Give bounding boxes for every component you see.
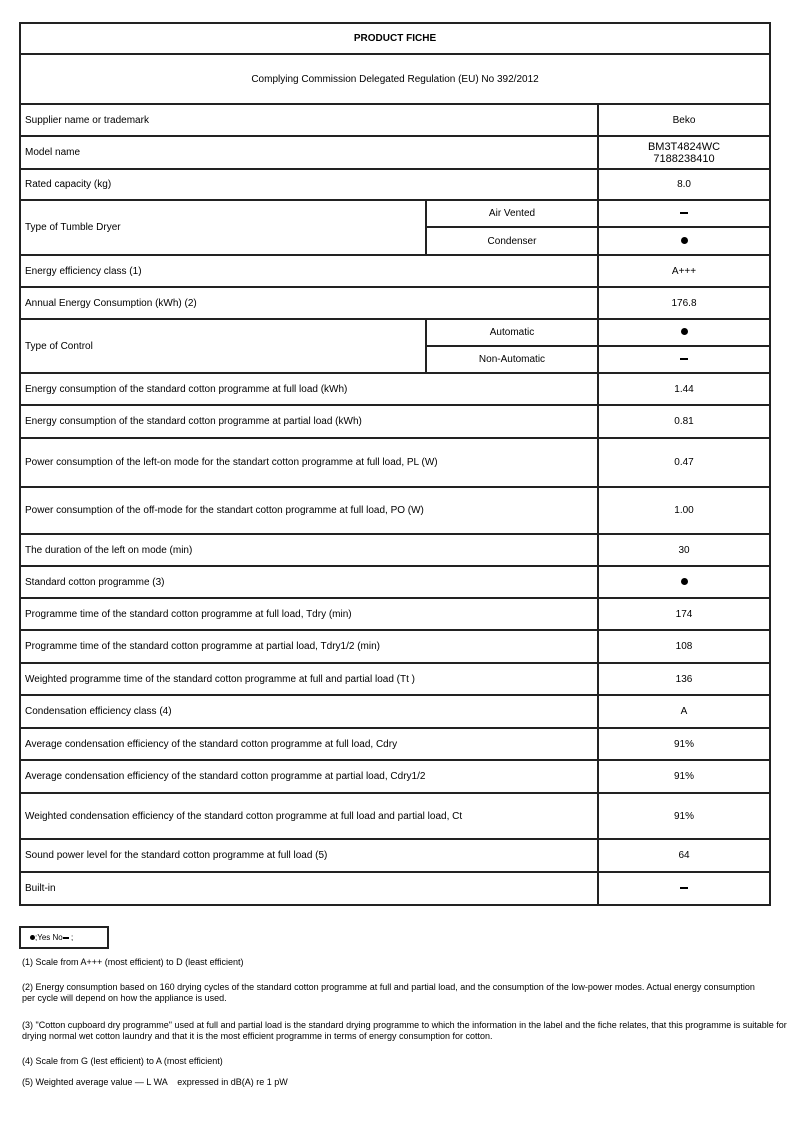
row-value: 91% [596, 727, 772, 761]
row-label: Supplier name or trademark [19, 103, 599, 137]
row-label: Power consumption of the off-mode for th… [19, 486, 599, 535]
option-label: Non-Automatic [425, 345, 599, 374]
table-row: Rated capacity (kg) 8.0 [19, 168, 772, 201]
table-row: Model name BM3T4824WC 7188238410 [19, 135, 772, 170]
page-subtitle: Complying Commission Delegated Regulatio… [18, 53, 772, 105]
table-row: Non-Automatic [20, 345, 772, 374]
model-name: BM3T4824WC [647, 140, 721, 153]
table-row: Programme time of the standard cotton pr… [19, 597, 772, 631]
table-row: Type of Tumble Dryer Air Vented [19, 199, 772, 256]
row-value: 176.8 [596, 286, 772, 320]
row-label: Model name [19, 135, 599, 170]
row-label: Built-in [19, 871, 599, 906]
legend-no: No [52, 933, 63, 942]
row-label: Programme time of the standard cotton pr… [19, 629, 599, 664]
table-row: Energy consumption of the standard cotto… [19, 372, 772, 406]
table-row: Energy consumption of the standard cotto… [19, 404, 772, 439]
footnote-2: (2) Energy consumption based on 160 dryi… [22, 982, 755, 1003]
row-value [596, 565, 772, 599]
row-label: Energy consumption of the standard cotto… [19, 404, 599, 439]
row-label: Annual Energy Consumption (kWh) (2) [19, 286, 599, 320]
footnote-4: (4) Scale from G (lest efficient) to A (… [22, 1056, 223, 1066]
footnote-1: (1) Scale from A+++ (most efficient) to … [22, 957, 244, 967]
row-value: 136 [596, 662, 772, 696]
table-row: The duration of the left on mode (min) 30 [19, 533, 772, 567]
table-row: Power consumption of the off-mode for th… [19, 486, 772, 535]
table-row: Average condensation efficiency of the s… [19, 759, 772, 794]
row-value [596, 226, 772, 256]
page-title: PRODUCT FICHE [18, 22, 772, 55]
legend-yes: ;Yes [35, 933, 51, 942]
table-row: Average condensation efficiency of the s… [19, 727, 772, 761]
table-row: Condensation efficiency class (4) A [19, 694, 772, 729]
footnote-5: (5) Weighted average value — L WA expres… [22, 1077, 288, 1087]
table-row: Programme time of the standard cotton pr… [19, 629, 772, 664]
no-dash-icon [680, 212, 689, 215]
row-value [596, 318, 772, 347]
row-value: BM3T4824WC 7188238410 [596, 135, 772, 170]
yes-dot-icon [680, 236, 688, 244]
row-label: The duration of the left on mode (min) [19, 533, 599, 567]
row-label: Energy consumption of the standard cotto… [19, 372, 599, 406]
row-value [596, 871, 772, 906]
table-row: Built-in [19, 871, 772, 906]
row-label: Type of Tumble Dryer [19, 199, 427, 256]
row-value: A [596, 694, 772, 729]
table-row: Type of Control Automatic [19, 318, 772, 374]
row-label: Energy efficiency class (1) [19, 254, 599, 288]
row-value: 108 [596, 629, 772, 664]
row-label: Rated capacity (kg) [19, 168, 599, 201]
yes-dot-icon [680, 577, 688, 585]
table-row: Weighted programme time of the standard … [19, 662, 772, 696]
table-row: Standard cotton programme (3) [19, 565, 772, 599]
no-dash-icon [680, 887, 689, 890]
row-value: A+++ [596, 254, 772, 288]
row-label: Average condensation efficiency of the s… [19, 759, 599, 794]
row-value: 91% [596, 759, 772, 794]
row-label: Condensation efficiency class (4) [19, 694, 599, 729]
table-row: Supplier name or trademark Beko [19, 103, 772, 137]
option-label: Condenser [425, 226, 599, 256]
yes-dot-icon [680, 328, 688, 335]
legend-end: ; [70, 933, 74, 942]
no-dash-icon [680, 358, 689, 361]
row-value: 174 [596, 597, 772, 631]
table-row: Energy efficiency class (1) A+++ [19, 254, 772, 288]
row-value: 0.47 [596, 437, 772, 488]
row-label: Standard cotton programme (3) [19, 565, 599, 599]
product-fiche-table: PRODUCT FICHE Complying Commission Deleg… [18, 22, 772, 906]
row-value: Beko [596, 103, 772, 137]
legend-box: ;Yes No ; [19, 926, 109, 949]
option-label: Automatic [425, 318, 599, 347]
row-label: Power consumption of the left-on mode fo… [19, 437, 599, 488]
model-code: 7188238410 [653, 152, 715, 165]
row-value: 8.0 [596, 168, 772, 201]
row-label: Sound power level for the standard cotto… [19, 838, 599, 873]
table-row: Weighted condensation efficiency of the … [19, 792, 772, 840]
row-value [596, 199, 772, 228]
row-label: Type of Control [19, 318, 427, 374]
row-label: Weighted programme time of the standard … [19, 662, 599, 696]
row-value: 0.81 [596, 404, 772, 439]
table-row: Power consumption of the left-on mode fo… [19, 437, 772, 488]
yes-dot-icon [30, 935, 35, 941]
no-dash-icon [62, 936, 69, 939]
table-row: Condenser [20, 226, 772, 256]
row-label: Weighted condensation efficiency of the … [19, 792, 599, 840]
table-row: Annual Energy Consumption (kWh) (2) 176.8 [19, 286, 772, 320]
footnote-3: (3) "Cotton cupboard dry programme" used… [22, 1020, 787, 1041]
row-value: 30 [596, 533, 772, 567]
row-value: 1.00 [596, 486, 772, 535]
row-label: Programme time of the standard cotton pr… [19, 597, 599, 631]
table-row: Sound power level for the standard cotto… [19, 838, 772, 873]
row-value: 64 [596, 838, 772, 873]
row-label: Average condensation efficiency of the s… [19, 727, 599, 761]
row-value: 91% [596, 792, 772, 840]
row-value: 1.44 [596, 372, 772, 406]
option-label: Air Vented [425, 199, 599, 228]
row-value [596, 345, 772, 374]
